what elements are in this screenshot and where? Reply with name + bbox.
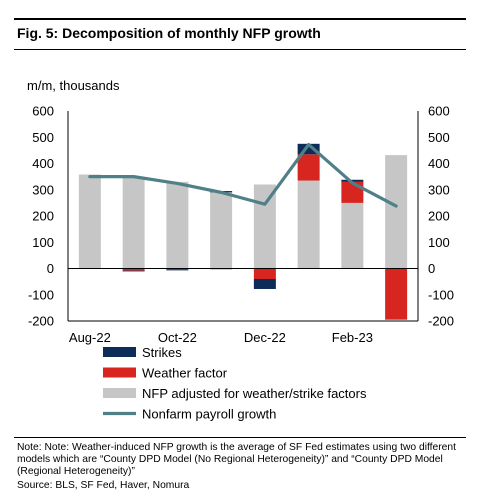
footnote: Note: Note: Weather-induced NFP growth i…: [17, 442, 456, 477]
legend-swatch-nfp-adjusted-for-weather-strike-factors: [103, 388, 136, 398]
unit-label: m/m, thousands: [27, 78, 120, 93]
bar-nfp-adjusted-for-weather-strike-factors-1: [122, 177, 145, 269]
x-tick-label: Feb-23: [332, 330, 373, 345]
legend-swatch-weather-factor: [103, 367, 136, 378]
y-tick-label-left: -100: [28, 287, 54, 302]
bar-weather-factor-2: [166, 268, 189, 270]
y-tick-label-left: 400: [32, 156, 54, 171]
bar-weather-factor-7: [385, 268, 408, 320]
y-tick-label-right: 100: [428, 235, 450, 250]
bar-nfp-adjusted-for-weather-strike-factors-6: [341, 202, 364, 269]
bar-nfp-adjusted-for-weather-strike-factors-0: [78, 174, 101, 269]
bar-strikes-1: [122, 270, 145, 272]
y-tick-label-right: 200: [428, 209, 450, 224]
legend-swatch-strikes: [103, 347, 136, 357]
bar-weather-factor-6: [341, 181, 364, 203]
bar-nfp-adjusted-for-weather-strike-factors-4: [253, 184, 276, 269]
legend-label-strikes: Strikes: [142, 345, 182, 360]
bar-weather-factor-4: [253, 268, 276, 279]
nonfarm-payroll-growth-line: [88, 143, 398, 208]
bar-nfp-adjusted-for-weather-strike-factors-5: [297, 180, 320, 269]
legend-label-nonfarm-payroll-growth: Nonfarm payroll growth: [142, 407, 276, 422]
y-tick-label-left: 500: [32, 130, 54, 145]
bar-strikes-5: [297, 143, 320, 155]
y-tick-label-right: -200: [428, 314, 454, 329]
y-tick-label-right: -100: [428, 287, 454, 302]
y-tick-label-right: 400: [428, 156, 450, 171]
y-tick-label-left: 600: [32, 104, 54, 119]
figure-title: Fig. 5: Decomposition of monthly NFP gro…: [17, 25, 321, 41]
bar-weather-factor-1: [122, 268, 145, 271]
y-tick-label-right: 600: [428, 104, 450, 119]
nfp-decomposition-chart: -200 -200 -100 -100 0 0 100 100 200 200 300 300 400 4…: [28, 104, 454, 422]
bar-nfp-adjusted-for-weather-strike-factors-3: [210, 192, 233, 269]
y-tick-label-left: 300: [32, 182, 54, 197]
x-tick-label: Aug-22: [69, 330, 111, 345]
bar-weather-factor-5: [297, 154, 320, 181]
top-rule: [14, 18, 466, 20]
y-tick-label-left: 0: [47, 261, 54, 276]
bar-nfp-adjusted-for-weather-strike-factors-7: [385, 155, 408, 269]
y-tick-label-left: 200: [32, 209, 54, 224]
x-tick-label: Oct-22: [158, 330, 197, 345]
y-tick-label-right: 300: [428, 182, 450, 197]
y-tick-label-right: 0: [428, 261, 435, 276]
y-tick-label-left: -200: [28, 314, 54, 329]
bar-strikes-2: [166, 269, 189, 271]
x-tick-label: Dec-22: [244, 330, 286, 345]
legend-label-weather-factor: Weather factor: [142, 366, 228, 381]
y-tick-label-left: 100: [32, 235, 54, 250]
bar-strikes-4: [253, 279, 276, 289]
source-line: Source: BLS, SF Fed, Haver, Nomura: [17, 480, 190, 491]
footer-rule: [14, 437, 466, 438]
y-tick-label-right: 500: [428, 130, 450, 145]
legend-label-nfp-adjusted-for-weather-strike-factors: NFP adjusted for weather/strike factors: [142, 386, 367, 401]
title-rule: [14, 49, 466, 50]
bar-nfp-adjusted-for-weather-strike-factors-2: [166, 181, 189, 269]
